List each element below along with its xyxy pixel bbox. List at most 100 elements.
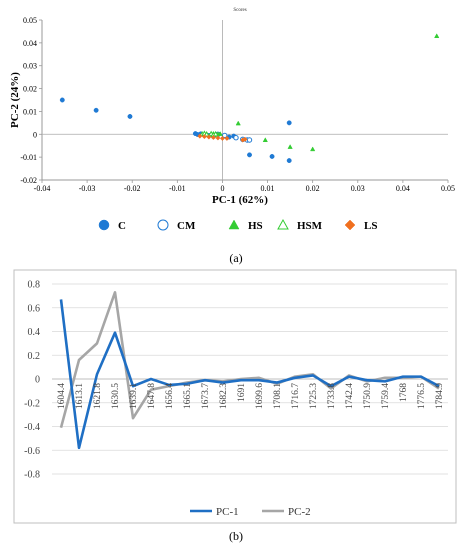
x-tick-label: 1708.1 xyxy=(273,383,283,409)
x-tick-label: 1604.4 xyxy=(57,383,67,409)
x-tick-label: 1621.8 xyxy=(93,383,103,409)
data-point-ls xyxy=(206,134,212,140)
data-point-hs xyxy=(235,120,241,126)
data-point-hsm xyxy=(203,131,210,137)
y-tick-label: 0.05 xyxy=(23,16,37,25)
legend-label-pc-1: PC-1 xyxy=(216,506,239,518)
y-tick-label: 0.2 xyxy=(28,351,41,362)
data-point-hsm xyxy=(212,130,219,137)
x-tick-label: 0.01 xyxy=(261,184,275,193)
x-tick-label: 0.03 xyxy=(351,184,365,193)
x-tick-label: 1776.5 xyxy=(417,383,427,409)
y-tick-label: 0 xyxy=(35,375,40,386)
x-tick-label: 0 xyxy=(220,184,224,193)
scatter-legend: C CM HS HSM LS xyxy=(98,218,377,232)
y-tick-label: -0.01 xyxy=(20,153,37,162)
chart-title: Scores xyxy=(233,8,246,13)
legend-marker-c xyxy=(98,219,110,231)
x-tick-label: 1742.4 xyxy=(345,383,355,409)
data-point-ls xyxy=(242,136,248,142)
x-tick-label: 1630.5 xyxy=(111,383,121,409)
x-tick-label: 1639.1 xyxy=(129,383,139,409)
legend-label-hsm: HSM xyxy=(297,220,323,232)
x-tick-label: 1699.6 xyxy=(255,383,265,409)
x-tick-label: 1656.4 xyxy=(165,383,175,409)
x-tick-label: 1691 xyxy=(237,383,247,402)
x-tick-label: 0.05 xyxy=(441,184,455,193)
data-point-c xyxy=(127,114,133,119)
x-tick-label: -0.02 xyxy=(124,184,141,193)
data-point-cm xyxy=(233,135,239,141)
x-tick-label: 1768 xyxy=(399,383,409,402)
y-tick-label: 0.02 xyxy=(23,85,37,94)
x-tick-label: -0.04 xyxy=(34,184,51,193)
caption-a: (a) xyxy=(229,251,242,265)
x-tick-label: 1682.3 xyxy=(219,383,229,409)
legend-marker-cm xyxy=(157,219,169,231)
y-tick-label: -0.8 xyxy=(24,470,40,481)
loadings-line-panel: 0.8 0.6 0.4 0.2 0 -0.2 -0.4 -0.6 -0.8 1604.4 1613… xyxy=(13,269,457,524)
data-point-c xyxy=(93,107,99,113)
data-point-c xyxy=(247,152,252,158)
data-point-c xyxy=(269,154,275,159)
y-axis-label: PC-2 (24%) xyxy=(9,72,21,128)
chart-frame xyxy=(13,269,457,524)
x-axis-label: PC-1 (62%) xyxy=(212,194,268,206)
data-point-ls xyxy=(219,135,225,141)
data-point-hs xyxy=(287,144,293,149)
data-point-c xyxy=(286,158,292,164)
data-point-ls xyxy=(215,135,221,141)
legend-label-pc-2: PC-2 xyxy=(288,506,311,518)
y-tick-label: -0.4 xyxy=(24,422,40,433)
y-tick-label: 0.6 xyxy=(28,303,41,314)
data-point-c xyxy=(286,120,292,126)
line-gridlines: 0.8 0.6 0.4 0.2 0 -0.2 -0.4 -0.6 -0.8 xyxy=(24,280,448,481)
caption-b: (b) xyxy=(229,529,243,543)
scores-scatter-panel: Scores -0.04 -0.03 -0.02 -0.01 0 0.01 0.02 0.03… xyxy=(9,8,455,232)
x-tick-label: 1733.8 xyxy=(327,383,337,409)
legend-marker-hs xyxy=(228,219,240,230)
x-tick-label: 0.04 xyxy=(396,184,410,193)
x-tick-label: -0.03 xyxy=(79,184,96,193)
x-tick-label: 1673.7 xyxy=(201,383,211,409)
y-tick-label: -0.2 xyxy=(24,398,40,409)
x-tick-label: 1725.3 xyxy=(309,383,319,409)
x-tick-label: 1784.9 xyxy=(435,383,445,409)
legend-label-c: C xyxy=(118,220,126,232)
legend-marker-ls xyxy=(344,219,356,231)
x-tick-label: -0.01 xyxy=(169,184,186,193)
series-line-pc-1 xyxy=(59,299,440,450)
x-tick-label: 1647.8 xyxy=(147,383,157,409)
line-legend: PC-1 PC-2 xyxy=(190,506,311,518)
y-tick-label: 0.8 xyxy=(28,280,41,291)
y-tick-label: 0.4 xyxy=(28,327,41,338)
y-tick-label: 0.01 xyxy=(23,107,37,116)
x-tick-label: 1750.9 xyxy=(363,383,373,409)
x-tick-label: 1716.7 xyxy=(291,383,301,409)
legend-marker-hsm xyxy=(277,218,289,230)
legend-label-cm: CM xyxy=(177,220,196,232)
y-tick-label: 0.03 xyxy=(23,62,37,71)
data-point-ls xyxy=(210,134,216,141)
scatter-axes: -0.04 -0.03 -0.02 -0.01 0 0.01 0.02 0.03 0.04 0.0… xyxy=(20,16,455,193)
y-tick-label: 0.04 xyxy=(23,39,37,48)
line-series xyxy=(59,291,440,450)
data-point-hs xyxy=(217,131,223,136)
data-point-ls xyxy=(197,133,203,139)
y-tick-label: -0.6 xyxy=(24,446,40,457)
y-tick-label: 0 xyxy=(33,130,37,139)
data-point-ls xyxy=(201,134,207,140)
data-point-hs xyxy=(434,33,440,39)
x-tick-labels: 1604.4 1613.1 1621.8 1630.5 1639.1 1647.8 1656… xyxy=(57,383,445,409)
data-point-hs xyxy=(262,137,268,143)
y-tick-label: -0.02 xyxy=(20,176,37,185)
x-tick-label: 1759.4 xyxy=(381,383,391,409)
data-point-cm xyxy=(246,137,253,143)
legend-label-ls: LS xyxy=(364,220,377,232)
x-tick-label: 1665.1 xyxy=(183,383,193,409)
data-point-c xyxy=(59,97,65,103)
data-point-ls xyxy=(224,135,230,141)
x-tick-label: 1613.1 xyxy=(75,383,85,409)
legend-label-hs: HS xyxy=(248,220,263,232)
